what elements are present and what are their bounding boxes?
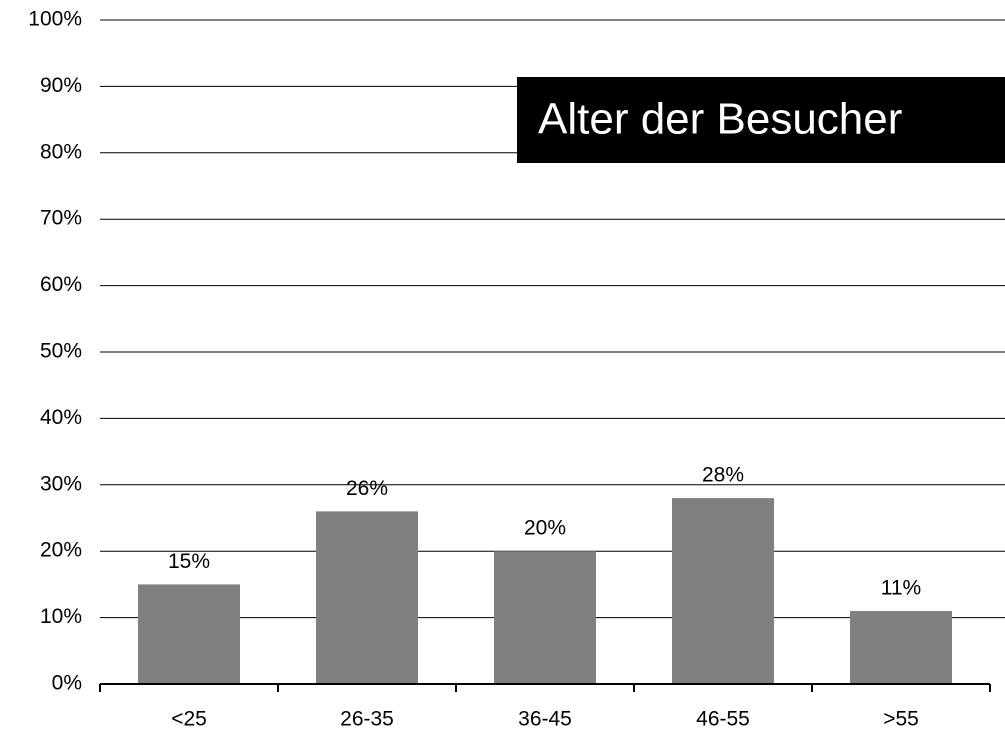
bar	[850, 610, 952, 684]
y-tick-label: 80%	[40, 140, 82, 163]
y-tick-label: 10%	[40, 605, 82, 628]
x-tick-label: 36-45	[518, 708, 572, 731]
y-tick-label: 50%	[40, 340, 82, 363]
value-label: 11%	[881, 577, 921, 600]
x-tick-label: 46-55	[696, 708, 750, 731]
bar	[672, 498, 774, 684]
y-tick-label: 30%	[40, 472, 82, 495]
value-label: 28%	[702, 464, 744, 487]
bar	[138, 584, 240, 684]
y-tick-label: 90%	[40, 74, 82, 97]
y-tick-label: 40%	[40, 406, 82, 429]
value-label: 20%	[524, 517, 566, 540]
bar	[316, 511, 418, 684]
x-tick-label: <25	[171, 708, 207, 731]
chart-title: Alter der Besucher	[538, 95, 902, 144]
title-box	[517, 77, 1005, 163]
value-label: 15%	[168, 550, 210, 573]
bar	[494, 551, 596, 684]
y-tick-label: 20%	[40, 539, 82, 562]
x-tick-label: 26-35	[340, 708, 394, 731]
y-tick-label: 0%	[52, 672, 82, 695]
y-tick-label: 70%	[40, 207, 82, 230]
x-tick-label: >55	[883, 708, 919, 731]
y-tick-label: 100%	[28, 8, 82, 31]
y-tick-label: 60%	[40, 273, 82, 296]
value-label: 26%	[346, 477, 388, 500]
